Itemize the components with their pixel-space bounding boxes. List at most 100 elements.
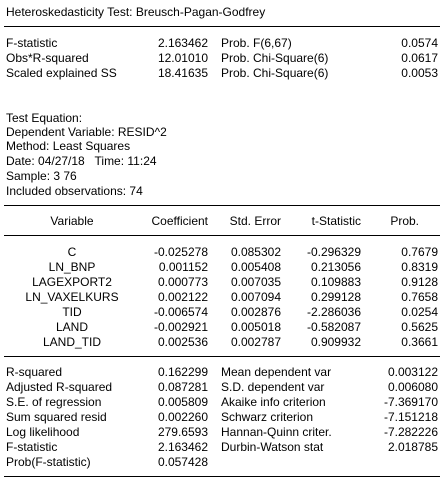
header-coefficient: Coefficient xyxy=(151,214,208,228)
cell-coefficient: -0.002921 xyxy=(153,320,208,334)
cell-coefficient: -0.025278 xyxy=(153,245,208,259)
equation-info-line: Date: 04/27/18 Time: 11:24 xyxy=(6,154,157,168)
cell-prob: 0.3661 xyxy=(401,335,438,349)
cell-variable: TID xyxy=(62,305,82,319)
cell-std-error: 0.005018 xyxy=(230,320,281,334)
summary-value-2: -7.282226 xyxy=(383,425,438,439)
header-t-statistic: t-Statistic xyxy=(311,214,361,228)
divider xyxy=(4,205,440,206)
summary-value: 0.005809 xyxy=(157,395,208,409)
summary-row: Sum squared resid 0.002260 Schwarz crite… xyxy=(0,410,445,425)
cell-std-error: 0.002787 xyxy=(230,335,281,349)
equation-info-line: Sample: 3 76 xyxy=(6,169,77,183)
summary-label: Adjusted R-squared xyxy=(6,380,113,394)
cell-t-statistic: -0.582087 xyxy=(306,320,361,334)
header-std-error: Std. Error xyxy=(229,214,281,228)
cell-variable: LAND_TID xyxy=(42,335,101,349)
divider xyxy=(4,26,440,27)
cell-std-error: 0.085302 xyxy=(230,245,281,259)
test-prob-label: Prob. F(6,67) xyxy=(221,36,292,50)
summary-label-2: Hannan-Quinn criter. xyxy=(221,425,332,439)
summary-value: 2.163462 xyxy=(157,440,208,454)
cell-t-statistic: 0.213056 xyxy=(310,260,361,274)
cell-std-error: 0.007035 xyxy=(230,275,281,289)
cell-variable: LAND xyxy=(55,320,88,334)
summary-value: 0.002260 xyxy=(157,410,208,424)
divider xyxy=(4,356,440,357)
equation-info-line: Dependent Variable: RESID^2 xyxy=(6,125,167,139)
summary-label-2: S.D. dependent var xyxy=(221,380,325,394)
summary-row: R-squared 0.162299 Mean dependent var 0.… xyxy=(0,365,445,380)
coef-header-row: Variable Coefficient Std. Error t-Statis… xyxy=(0,214,445,229)
test-prob: 0.0053 xyxy=(401,66,438,80)
cell-prob: 0.0254 xyxy=(401,305,438,319)
summary-label: Prob(F-statistic) xyxy=(6,455,91,469)
table-row: LAND_TID 0.002536 0.002787 0.909932 0.36… xyxy=(0,335,445,350)
summary-value-2: 0.003122 xyxy=(387,365,438,379)
table-row: LAND -0.002921 0.005018 -0.582087 0.5625 xyxy=(0,320,445,335)
table-row: LN_BNP 0.001152 0.005408 0.213056 0.8319 xyxy=(0,260,445,275)
summary-row: S.E. of regression 0.005809 Akaike info … xyxy=(0,395,445,410)
cell-std-error: 0.005408 xyxy=(230,260,281,274)
cell-std-error: 0.007094 xyxy=(230,290,281,304)
summary-value: 0.087281 xyxy=(157,380,208,394)
cell-variable: LN_BNP xyxy=(48,260,96,274)
test-prob: 0.0574 xyxy=(401,36,438,50)
summary-row: Log likelihood 279.6593 Hannan-Quinn cri… xyxy=(0,425,445,440)
cell-prob: 0.7679 xyxy=(401,245,438,259)
cell-variable: LN_VAXELKURS xyxy=(25,290,119,304)
summary-label-2: Mean dependent var xyxy=(221,365,332,379)
table-row: TID -0.006574 0.002876 -2.286036 0.0254 xyxy=(0,305,445,320)
cell-coefficient: 0.002122 xyxy=(157,290,208,304)
summary-label: S.E. of regression xyxy=(6,395,102,409)
test-prob-label: Prob. Chi-Square(6) xyxy=(221,66,329,80)
test-row: F-statistic 2.163462 Prob. F(6,67) 0.057… xyxy=(0,36,445,51)
cell-coefficient: 0.001152 xyxy=(158,260,208,274)
header-variable: Variable xyxy=(50,214,94,228)
summary-label: F-statistic xyxy=(6,440,58,454)
divider xyxy=(4,476,440,477)
test-row: Scaled explained SS 18.41635 Prob. Chi-S… xyxy=(0,66,445,81)
cell-coefficient: 0.002536 xyxy=(157,335,208,349)
summary-value-2: 2.018785 xyxy=(387,440,438,454)
cell-t-statistic: 0.299128 xyxy=(310,290,361,304)
test-row: Obs*R-squared 12.01010 Prob. Chi-Square(… xyxy=(0,51,445,66)
summary-row: Adjusted R-squared 0.087281 S.D. depende… xyxy=(0,380,445,395)
summary-value-2: -7.369170 xyxy=(383,395,438,409)
test-name: F-statistic xyxy=(6,36,58,50)
summary-row: Prob(F-statistic) 0.057428 xyxy=(0,455,445,470)
summary-value: 0.162299 xyxy=(157,365,208,379)
summary-label: Log likelihood xyxy=(6,425,80,439)
header-prob: Prob. xyxy=(390,214,419,228)
cell-prob: 0.9128 xyxy=(401,275,438,289)
summary-value: 0.057428 xyxy=(157,455,208,469)
table-row: LAGEXPORT2 0.000773 0.007035 0.109883 0.… xyxy=(0,275,445,290)
summary-row: F-statistic 2.163462 Durbin-Watson stat … xyxy=(0,440,445,455)
summary-label: Sum squared resid xyxy=(6,410,107,424)
test-value: 12.01010 xyxy=(157,51,208,65)
table-row: LN_VAXELKURS 0.002122 0.007094 0.299128 … xyxy=(0,290,445,305)
cell-t-statistic: 0.909932 xyxy=(310,335,361,349)
divider xyxy=(4,235,440,236)
cell-std-error: 0.002876 xyxy=(230,305,281,319)
test-prob: 0.0617 xyxy=(401,51,438,65)
test-title: Heteroskedasticity Test: Breusch-Pagan-G… xyxy=(6,5,266,19)
summary-label-2: Schwarz criterion xyxy=(221,410,314,424)
cell-prob: 0.5625 xyxy=(401,320,438,334)
test-value: 18.41635 xyxy=(157,66,208,80)
test-name: Obs*R-squared xyxy=(6,51,89,65)
summary-label-2: Durbin-Watson stat xyxy=(221,440,324,454)
cell-prob: 0.8319 xyxy=(401,260,438,274)
test-value: 2.163462 xyxy=(157,36,208,50)
table-row: C -0.025278 0.085302 -0.296329 0.7679 xyxy=(0,245,445,260)
cell-variable: C xyxy=(67,245,77,259)
cell-t-statistic: -2.286036 xyxy=(306,305,361,319)
test-name: Scaled explained SS xyxy=(6,66,117,80)
summary-label-2: Akaike info criterion xyxy=(221,395,326,409)
test-prob-label: Prob. Chi-Square(6) xyxy=(221,51,329,65)
summary-value-2: -7.151218 xyxy=(383,410,438,424)
cell-variable: LAGEXPORT2 xyxy=(32,275,112,289)
summary-value: 279.6593 xyxy=(157,425,208,439)
summary-label: R-squared xyxy=(6,365,63,379)
